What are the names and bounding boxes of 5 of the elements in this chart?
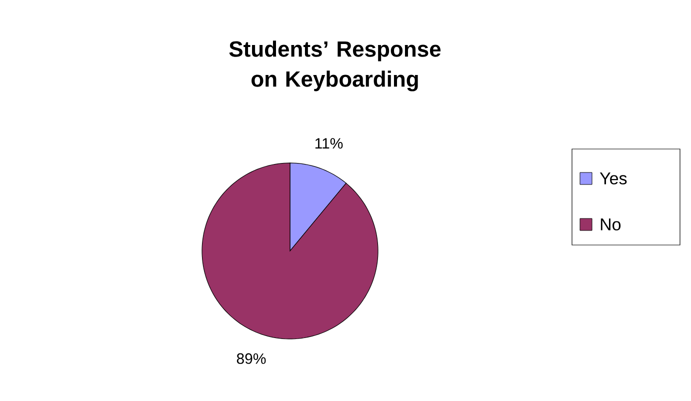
data-label: 89%: [236, 353, 266, 364]
data-label: 11%: [315, 138, 343, 149]
legend-label: No: [600, 218, 621, 230]
chart-title: Students’ Response on Keyboarding: [229, 40, 441, 92]
legend-label: Yes: [600, 172, 627, 184]
